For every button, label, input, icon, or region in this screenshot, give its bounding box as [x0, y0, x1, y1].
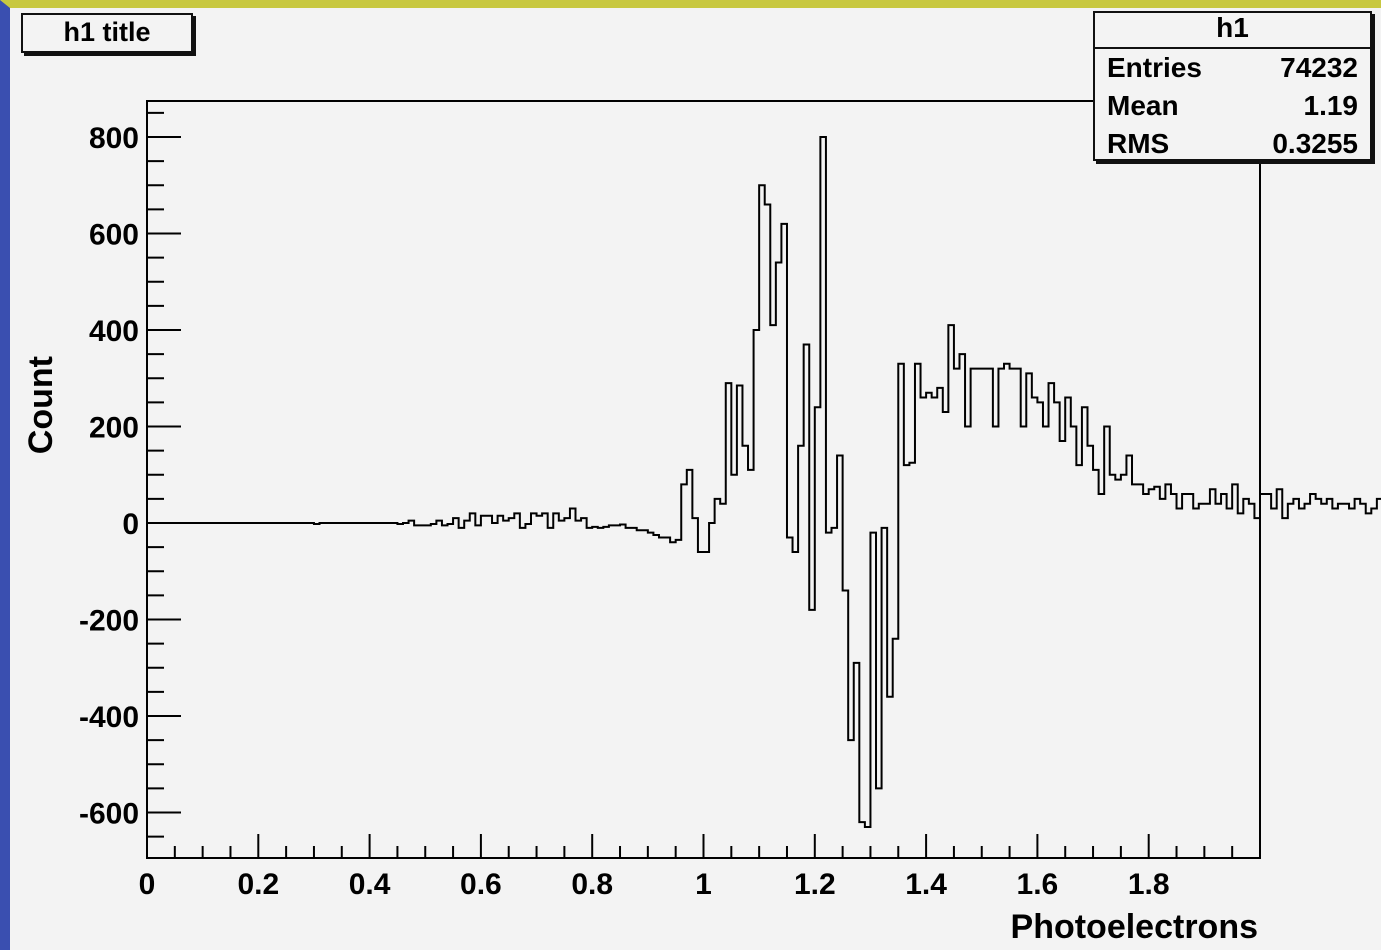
y-axis-label: Count [22, 356, 60, 454]
y-tick-label: 600 [89, 219, 139, 252]
y-tick-label: 0 [122, 508, 139, 541]
stats-label: Mean [1107, 90, 1179, 121]
stats-header: h1 [1095, 13, 1370, 49]
histogram-title-box: h1 title [21, 13, 193, 53]
y-tick-label: -200 [79, 605, 139, 638]
stats-label: RMS [1107, 128, 1170, 159]
stats-label: Entries [1107, 52, 1202, 83]
y-tick-label: 800 [89, 122, 139, 155]
histogram-title: h1 title [63, 17, 151, 47]
stats-value: 74232 [1280, 52, 1358, 83]
histogram-series [147, 136, 1381, 828]
y-tick-label: 400 [89, 315, 139, 348]
plot-frame [146, 100, 1261, 859]
x-tick-label: 1 [695, 868, 712, 901]
y-tick-label: 200 [89, 412, 139, 445]
stats-row-rms: RMS 0.3255 [1095, 125, 1370, 163]
x-tick-label: 0.6 [460, 868, 502, 901]
x-tick-label: 0.4 [349, 868, 391, 901]
x-tick-label: 1.8 [1128, 868, 1170, 901]
stats-row-mean: Mean 1.19 [1095, 87, 1370, 125]
x-tick-label: 0.2 [237, 868, 279, 901]
x-tick-label: 0.8 [571, 868, 613, 901]
y-tick-label: -600 [79, 798, 139, 831]
stats-box: h1 Entries 74232 Mean 1.19 RMS 0.3255 [1093, 11, 1372, 161]
x-tick-label: 1.6 [1017, 868, 1059, 901]
stats-value: 1.19 [1303, 90, 1359, 121]
x-tick-label: 1.2 [794, 868, 836, 901]
x-axis-label: Photoelectrons [1011, 908, 1258, 946]
stats-value: 0.3255 [1272, 128, 1358, 159]
stats-row-entries: Entries 74232 [1095, 49, 1370, 87]
y-tick-label: -400 [79, 701, 139, 734]
x-tick-label: 1.4 [905, 868, 947, 901]
plot-canvas [10, 8, 1381, 950]
x-tick-label: 0 [139, 868, 156, 901]
